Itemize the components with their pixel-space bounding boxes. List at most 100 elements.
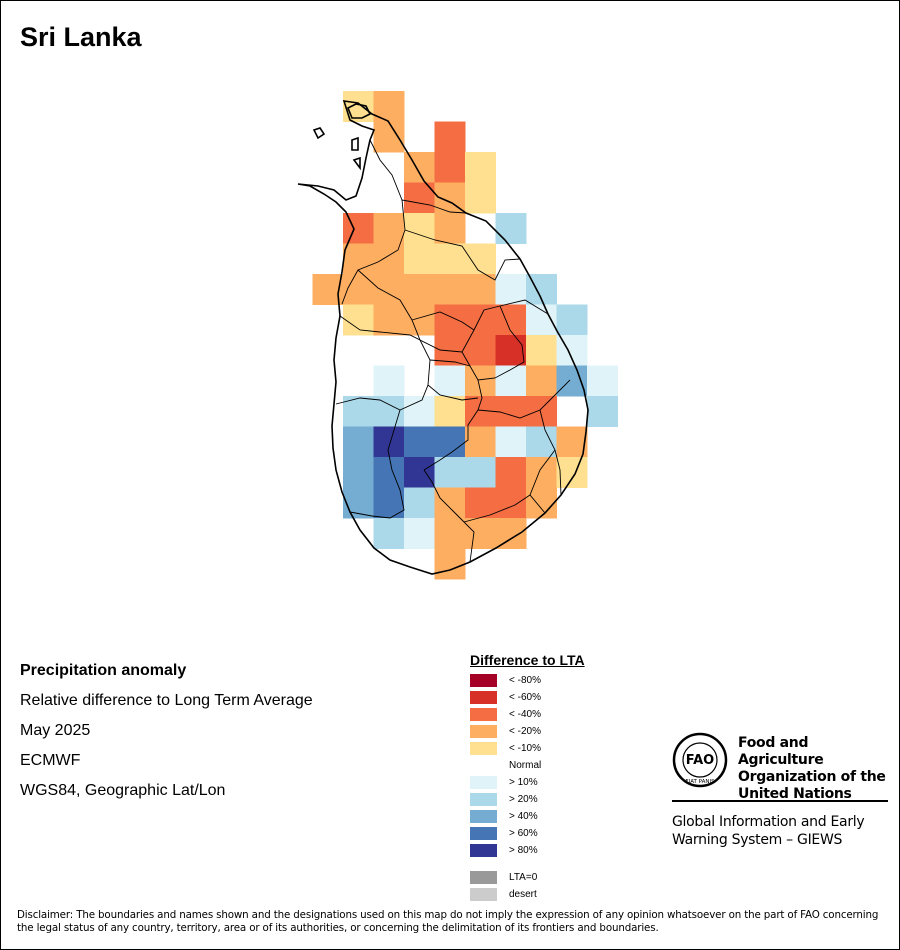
grid-cell	[434, 121, 466, 153]
legend-items: < -80% < -60% < -40% < -20% < -10% Normal > 10…	[470, 672, 585, 859]
legend-item-2: < -40%	[470, 706, 585, 723]
legend-label: < -20%	[509, 726, 541, 737]
giews-line-1: Global Information and Early	[672, 814, 865, 830]
grid-cell	[495, 274, 527, 305]
grid-cell	[434, 243, 466, 275]
grid-cell	[465, 335, 496, 366]
grid-cell	[526, 457, 557, 488]
grid-cell	[343, 213, 374, 244]
grid-cell	[587, 396, 618, 427]
grid-cell	[434, 152, 466, 183]
legend-label: < -80%	[509, 675, 541, 686]
grid-cell	[404, 274, 435, 305]
legend-item-5: Normal	[470, 757, 585, 774]
legend-item-9: > 60%	[470, 825, 585, 842]
grid-cell	[343, 426, 374, 458]
legend-item-6: > 10%	[470, 774, 585, 791]
grid-cell	[495, 396, 527, 427]
giews-line-2: Warning System – GIEWS	[672, 832, 843, 848]
grid-cell	[434, 487, 466, 519]
legend-item-3: < -20%	[470, 723, 585, 740]
grid-cell	[495, 304, 527, 336]
legend-label: Normal	[509, 760, 542, 771]
grid-cell	[434, 457, 466, 488]
legend-swatch	[470, 888, 497, 901]
legend-label: > 40%	[509, 811, 538, 822]
grid-cell	[465, 243, 496, 275]
info-line-2: May 2025	[20, 722, 91, 739]
legend-label: desert	[509, 889, 537, 900]
grid-cell	[434, 365, 466, 397]
legend: Difference to LTA < -80% < -60% < -40% < -2…	[470, 652, 585, 903]
grid-cell	[495, 426, 527, 458]
grid-cell	[343, 304, 374, 336]
legend-label: < -60%	[509, 692, 541, 703]
legend-title: Difference to LTA	[470, 652, 585, 668]
fao-logo-motto: FIAT PANIS	[685, 779, 715, 785]
grid-cell	[373, 243, 405, 275]
grid-cell	[495, 487, 527, 519]
fao-name-line-1: Food and Agriculture	[738, 735, 824, 768]
grid-cell	[404, 243, 435, 275]
legend-swatch	[470, 871, 497, 884]
legend-item-1: < -60%	[470, 689, 585, 706]
legend-swatch	[470, 725, 497, 738]
info-line-4: WGS84, Geographic Lat/Lon	[20, 782, 226, 799]
grid-cell	[495, 365, 527, 397]
info-heading: Precipitation anomaly	[20, 662, 187, 679]
disclaimer-text: Disclaimer: The boundaries and names sho…	[17, 909, 879, 934]
fao-organization-name: Food and Agriculture Organization of the…	[738, 735, 888, 803]
grid-cell	[373, 487, 405, 519]
legend-swatch	[470, 844, 497, 857]
grid-cell	[404, 152, 435, 183]
legend-label: < -40%	[509, 709, 541, 720]
legend-item-8: > 40%	[470, 808, 585, 825]
fao-name-line-2: Organization of the	[738, 769, 886, 785]
grid-cell	[495, 518, 527, 549]
grid-cell	[465, 274, 496, 305]
grid-cell	[404, 426, 435, 458]
grid-cell	[404, 457, 435, 488]
grid-cell	[526, 304, 557, 336]
legend-label: < -10%	[509, 743, 541, 754]
legend-swatch	[470, 793, 497, 806]
grid-cell	[465, 182, 496, 214]
legend-swatch	[470, 776, 497, 789]
grid-cell	[495, 335, 527, 366]
grid-cell	[526, 426, 557, 458]
map-canvas[interactable]	[0, 0, 900, 620]
grid-cell	[526, 487, 557, 519]
grid-cell	[434, 426, 466, 458]
grid-cell	[373, 121, 405, 153]
map-title: Sri Lanka	[20, 22, 142, 52]
legend-item-4: < -10%	[470, 740, 585, 757]
grid-cell	[526, 335, 557, 366]
legend-label: > 80%	[509, 845, 538, 856]
grid-cell	[373, 426, 405, 458]
grid-cell	[343, 457, 374, 488]
grid-cell	[465, 152, 496, 183]
grid-cell	[404, 518, 435, 549]
legend-swatch	[470, 810, 497, 823]
grid-cell	[465, 518, 496, 549]
grid-cell	[465, 304, 496, 336]
district-boundaries	[335, 139, 571, 563]
grid-cell	[373, 457, 405, 488]
grid-cell	[526, 365, 557, 397]
info-line-1: Relative difference to Long Term Average	[20, 692, 313, 709]
grid-cell	[465, 487, 496, 519]
legend-swatch	[470, 674, 497, 687]
grid-cell	[434, 213, 466, 244]
grid-cell	[404, 487, 435, 519]
grid-cell	[526, 396, 557, 427]
grid-cell	[556, 426, 588, 458]
legend-swatch	[470, 708, 497, 721]
legend-swatch	[470, 691, 497, 704]
legend-extra-item-1: desert	[470, 886, 585, 903]
grid-cell	[373, 518, 405, 549]
info-line-3: ECMWF	[20, 752, 81, 769]
legend-swatch	[470, 827, 497, 840]
grid-cell	[373, 213, 405, 244]
legend-swatch	[470, 759, 497, 772]
legend-label: > 10%	[509, 777, 538, 788]
